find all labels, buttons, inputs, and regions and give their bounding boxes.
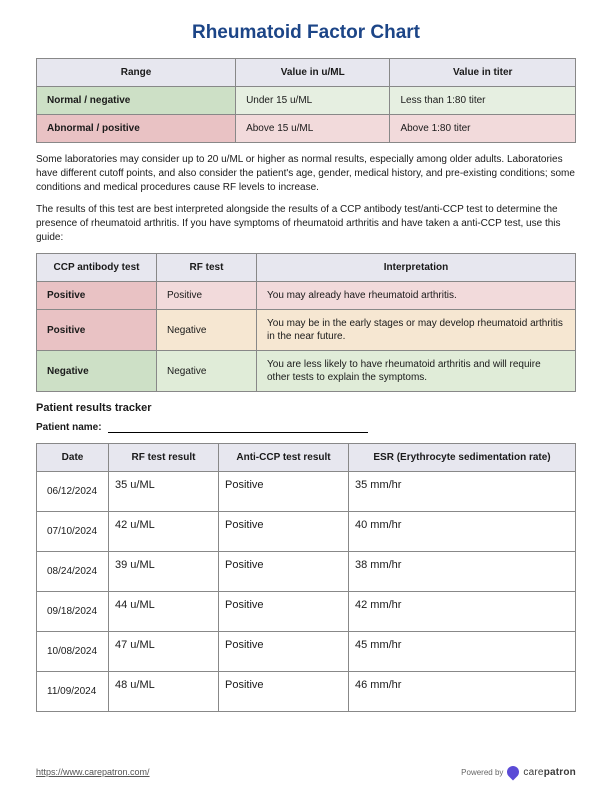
table1-header-titer: Value in titer [390, 59, 576, 87]
tracker-cell-esr[interactable]: 42 mm/hr [349, 592, 576, 632]
tracker-cell-rf[interactable]: 48 u/ML [109, 672, 219, 712]
table1-row: Abnormal / positiveAbove 15 u/MLAbove 1:… [37, 115, 576, 143]
table2-row: NegativeNegativeYou are less likely to h… [37, 351, 576, 392]
tracker-table: Date RF test result Anti-CCP test result… [36, 443, 576, 712]
tracker-header-rf: RF test result [109, 444, 219, 472]
tracker-cell-esr[interactable]: 38 mm/hr [349, 552, 576, 592]
tracker-cell-ccp[interactable]: Positive [219, 592, 349, 632]
table1-cell-uml: Under 15 u/ML [236, 87, 390, 115]
table1-header-range: Range [37, 59, 236, 87]
table2-cell-ccp: Positive [37, 310, 157, 351]
footer: https://www.carepatron.com/ Powered by c… [36, 766, 576, 778]
tracker-row: 10/08/202447 u/MLPositive45 mm/hr [37, 632, 576, 672]
tracker-row: 08/24/202439 u/MLPositive38 mm/hr [37, 552, 576, 592]
table1-cell-uml: Above 15 u/ML [236, 115, 390, 143]
carepatron-logo-icon [505, 764, 522, 781]
tracker-cell-date: 11/09/2024 [37, 672, 109, 712]
table2-row: PositiveNegativeYou may be in the early … [37, 310, 576, 351]
table1-cell-titer: Less than 1:80 titer [390, 87, 576, 115]
tracker-cell-esr[interactable]: 35 mm/hr [349, 472, 576, 512]
tracker-cell-ccp[interactable]: Positive [219, 512, 349, 552]
brand-bold: patron [544, 767, 576, 778]
table1-cell-titer: Above 1:80 titer [390, 115, 576, 143]
interpretation-table: CCP antibody test RF test Interpretation… [36, 253, 576, 392]
tracker-cell-esr[interactable]: 45 mm/hr [349, 632, 576, 672]
table2-header-interp: Interpretation [257, 254, 576, 282]
rf-range-table: Range Value in u/ML Value in titer Norma… [36, 58, 576, 143]
tracker-header-ccp: Anti-CCP test result [219, 444, 349, 472]
patient-name-input-line[interactable] [108, 423, 368, 433]
paragraph-1: Some laboratories may consider up to 20 … [36, 153, 576, 195]
table2-cell-interp: You are less likely to have rheumatoid a… [257, 351, 576, 392]
page-title: Rheumatoid Factor Chart [36, 22, 576, 44]
table2-cell-rf: Positive [157, 282, 257, 310]
footer-url[interactable]: https://www.carepatron.com/ [36, 767, 150, 777]
tracker-section-title: Patient results tracker [36, 402, 576, 414]
tracker-row: 06/12/202435 u/MLPositive35 mm/hr [37, 472, 576, 512]
patient-name-line: Patient name: [36, 422, 576, 433]
powered-label: Powered by [461, 768, 503, 777]
table2-cell-ccp: Negative [37, 351, 157, 392]
table1-cell-range: Abnormal / positive [37, 115, 236, 143]
tracker-cell-ccp[interactable]: Positive [219, 632, 349, 672]
powered-by: Powered by carepatron [461, 766, 576, 778]
table1-header-uml: Value in u/ML [236, 59, 390, 87]
table1-row: Normal / negativeUnder 15 u/MLLess than … [37, 87, 576, 115]
carepatron-logo-text: carepatron [523, 767, 576, 778]
tracker-row: 11/09/202448 u/MLPositive46 mm/hr [37, 672, 576, 712]
table2-header-rf: RF test [157, 254, 257, 282]
tracker-cell-ccp[interactable]: Positive [219, 672, 349, 712]
table2-cell-rf: Negative [157, 310, 257, 351]
brand-light: care [523, 767, 543, 778]
paragraph-2: The results of this test are best interp… [36, 203, 576, 245]
patient-name-label: Patient name: [36, 422, 102, 433]
table2-cell-interp: You may be in the early stages or may de… [257, 310, 576, 351]
tracker-cell-rf[interactable]: 44 u/ML [109, 592, 219, 632]
tracker-cell-date: 10/08/2024 [37, 632, 109, 672]
tracker-cell-rf[interactable]: 35 u/ML [109, 472, 219, 512]
tracker-cell-date: 09/18/2024 [37, 592, 109, 632]
table2-cell-ccp: Positive [37, 282, 157, 310]
tracker-row: 07/10/202442 u/MLPositive40 mm/hr [37, 512, 576, 552]
tracker-cell-ccp[interactable]: Positive [219, 552, 349, 592]
tracker-cell-esr[interactable]: 40 mm/hr [349, 512, 576, 552]
tracker-cell-ccp[interactable]: Positive [219, 472, 349, 512]
table2-row: PositivePositiveYou may already have rhe… [37, 282, 576, 310]
table1-cell-range: Normal / negative [37, 87, 236, 115]
tracker-cell-date: 08/24/2024 [37, 552, 109, 592]
table2-cell-rf: Negative [157, 351, 257, 392]
tracker-cell-rf[interactable]: 39 u/ML [109, 552, 219, 592]
tracker-header-date: Date [37, 444, 109, 472]
tracker-cell-esr[interactable]: 46 mm/hr [349, 672, 576, 712]
tracker-cell-date: 06/12/2024 [37, 472, 109, 512]
tracker-cell-rf[interactable]: 47 u/ML [109, 632, 219, 672]
table2-header-ccp: CCP antibody test [37, 254, 157, 282]
tracker-row: 09/18/202444 u/MLPositive42 mm/hr [37, 592, 576, 632]
table2-cell-interp: You may already have rheumatoid arthriti… [257, 282, 576, 310]
tracker-cell-date: 07/10/2024 [37, 512, 109, 552]
tracker-cell-rf[interactable]: 42 u/ML [109, 512, 219, 552]
tracker-header-esr: ESR (Erythrocyte sedimentation rate) [349, 444, 576, 472]
